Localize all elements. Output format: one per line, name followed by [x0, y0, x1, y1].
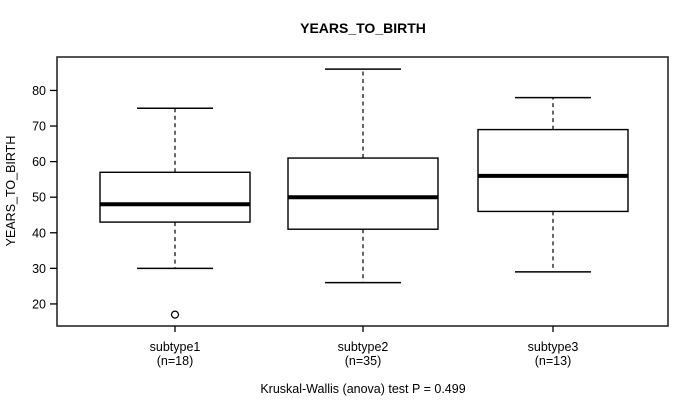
group-label: subtype2 — [338, 340, 389, 354]
x-axis: subtype1(n=18) subtype2(n=35) subtype3(n=1… — [150, 326, 579, 368]
y-axis-tick-label: 80 — [32, 84, 46, 98]
group-label: subtype1 — [150, 340, 201, 354]
y-axis-tick-label: 40 — [32, 226, 46, 240]
y-axis-tick-label: 60 — [32, 155, 46, 169]
iqr-box — [99, 171, 251, 223]
chart-title: YEARS_TO_BIRTH — [300, 20, 426, 36]
iqr-box — [287, 157, 439, 230]
group-count-label: (n=18) — [157, 354, 193, 368]
group-label: subtype3 — [528, 340, 579, 354]
outlier-point — [170, 310, 180, 319]
boxplot-series — [99, 68, 629, 319]
iqr-box — [477, 128, 629, 213]
y-axis-tick-label: 50 — [32, 191, 46, 205]
y-axis: 20 30 40 50 60 70 80 — [32, 84, 57, 311]
y-axis-tick-label: 70 — [32, 120, 46, 134]
y-axis-tick-label: 30 — [32, 262, 46, 276]
group-count-label: (n=35) — [345, 354, 381, 368]
group-count-label: (n=13) — [535, 354, 571, 368]
y-axis-tick-label: 20 — [32, 297, 46, 311]
stat-caption: Kruskal-Wallis (anova) test P = 0.499 — [260, 382, 465, 396]
y-axis-label: YEARS_TO_BIRTH — [4, 136, 18, 247]
